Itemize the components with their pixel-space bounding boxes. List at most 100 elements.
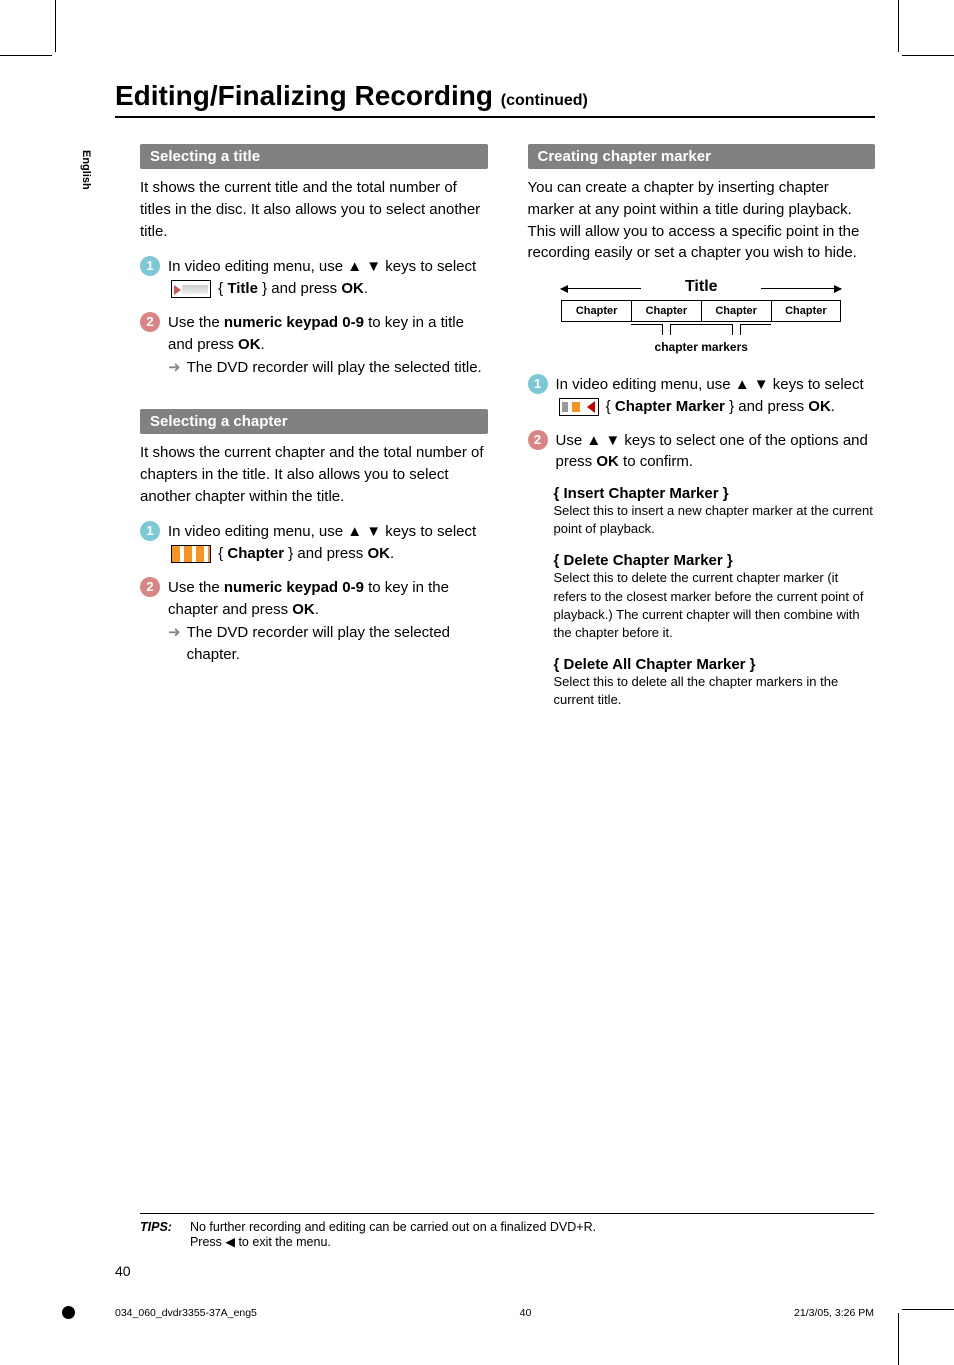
- section-bar-chapter: Selecting a chapter: [140, 409, 488, 434]
- option-title-text: { Insert Chapter Marker }: [554, 485, 729, 502]
- step-keyword: Title: [227, 280, 258, 297]
- diagram-cell: Chapter: [772, 301, 841, 321]
- marker-brace: [701, 324, 771, 338]
- step-body: In video editing menu, use ▲ ▼ keys to s…: [168, 256, 488, 300]
- option-delete-all: { Delete All Chapter Marker } Select thi…: [554, 656, 876, 709]
- step-text: .: [315, 601, 319, 618]
- option-title-text: { Delete All Chapter Marker }: [554, 656, 756, 673]
- crop-mark: [902, 55, 954, 56]
- step-body: In video editing menu, use ▲ ▼ keys to s…: [168, 521, 488, 565]
- step-number-icon: 1: [140, 256, 160, 276]
- step-keyword: Chapter: [227, 545, 284, 562]
- marker-brace: [631, 324, 701, 338]
- title-icon: [171, 280, 211, 298]
- option-title: { Delete All Chapter Marker }: [554, 656, 876, 673]
- option-desc: Select this to delete the current chapte…: [554, 569, 876, 642]
- section-intro: It shows the current title and the total…: [140, 177, 488, 242]
- crop-mark: [898, 1313, 899, 1365]
- right-column: Creating chapter marker You can create a…: [528, 144, 876, 724]
- step-text: In video editing menu, use ▲ ▼ keys to s…: [556, 376, 864, 393]
- result-line: ➜ The DVD recorder will play the selecte…: [168, 357, 488, 379]
- heading-continued: (continued): [501, 92, 588, 109]
- step-2: 2 Use the numeric keypad 0-9 to key in a…: [140, 312, 488, 379]
- arrow-icon: ➜: [168, 357, 181, 379]
- diagram-cell: Chapter: [632, 301, 702, 321]
- option-title-text: { Delete Chapter Marker }: [554, 552, 733, 569]
- step-text: to confirm.: [619, 453, 693, 470]
- heading-main: Editing/Finalizing Recording: [115, 80, 493, 111]
- step-text: .: [364, 280, 368, 297]
- step-keyword: OK: [808, 398, 831, 415]
- footer-meta: 034_060_dvdr3355-37A_eng5 40 21/3/05, 3:…: [115, 1307, 874, 1319]
- section-bar-title: Selecting a title: [140, 144, 488, 169]
- diagram-cell: Chapter: [562, 301, 632, 321]
- step-number-icon: 2: [140, 312, 160, 332]
- page-title: Editing/Finalizing Recording (continued): [115, 80, 875, 118]
- diagram-cell: Chapter: [702, 301, 772, 321]
- step-body: In video editing menu, use ▲ ▼ keys to s…: [556, 374, 876, 418]
- chapter-icon: [171, 545, 211, 563]
- arrow-right-icon: [761, 288, 841, 289]
- step-keyword: OK: [341, 280, 364, 297]
- diagram-title: Title: [561, 278, 841, 296]
- step-keyword: numeric keypad 0-9: [224, 579, 364, 596]
- footer-tips: TIPS: No further recording and editing c…: [140, 1213, 874, 1249]
- step-2: 2 Use ▲ ▼ keys to select one of the opti…: [528, 430, 876, 474]
- crop-mark: [55, 0, 56, 52]
- step-body: Use the numeric keypad 0-9 to key in the…: [168, 577, 488, 666]
- section-intro: It shows the current chapter and the tot…: [140, 442, 488, 507]
- step-text: {: [214, 545, 227, 562]
- step-text: In video editing menu, use ▲ ▼ keys to s…: [168, 258, 476, 275]
- tips-label: TIPS:: [140, 1220, 172, 1249]
- option-desc: Select this to delete all the chapter ma…: [554, 673, 876, 709]
- step-keyword: OK: [292, 601, 315, 618]
- step-1: 1 In video editing menu, use ▲ ▼ keys to…: [140, 521, 488, 565]
- step-text: .: [831, 398, 835, 415]
- tips-line: No further recording and editing can be …: [190, 1220, 596, 1234]
- step-keyword: OK: [238, 336, 261, 353]
- section-bar-marker: Creating chapter marker: [528, 144, 876, 169]
- step-keyword: OK: [367, 545, 390, 562]
- step-1: 1 In video editing menu, use ▲ ▼ keys to…: [528, 374, 876, 418]
- result-line: ➜ The DVD recorder will play the selecte…: [168, 622, 488, 666]
- crop-mark: [0, 55, 52, 56]
- step-text: } and press: [725, 398, 808, 415]
- step-keyword: OK: [596, 453, 619, 470]
- diagram-markers-label: chapter markers: [561, 340, 841, 354]
- chapter-diagram: Title Chapter Chapter Chapter Chapter ch…: [561, 278, 841, 354]
- step-text: } and press: [258, 280, 341, 297]
- page-number: 40: [115, 1263, 131, 1279]
- step-number-icon: 2: [528, 430, 548, 450]
- tips-line: Press ◀ to exit the menu.: [190, 1234, 596, 1249]
- registration-dot-icon: [62, 1306, 75, 1319]
- step-text: } and press: [284, 545, 367, 562]
- step-number-icon: 1: [528, 374, 548, 394]
- meta-time: 21/3/05, 3:26 PM: [794, 1307, 874, 1319]
- step-keyword: numeric keypad 0-9: [224, 314, 364, 331]
- content-columns: Selecting a title It shows the current t…: [140, 144, 875, 724]
- result-text: The DVD recorder will play the selected …: [187, 357, 482, 379]
- step-text: In video editing menu, use ▲ ▼ keys to s…: [168, 523, 476, 540]
- step-text: Use the: [168, 314, 224, 331]
- left-column: Selecting a title It shows the current t…: [140, 144, 488, 724]
- language-tab: English: [80, 150, 92, 190]
- step-1: 1 In video editing menu, use ▲ ▼ keys to…: [140, 256, 488, 300]
- option-title: { Insert Chapter Marker }: [554, 485, 876, 502]
- crop-mark: [898, 0, 899, 52]
- step-text: .: [261, 336, 265, 353]
- meta-page: 40: [520, 1307, 532, 1319]
- step-body: Use the numeric keypad 0-9 to key in a t…: [168, 312, 488, 379]
- meta-file: 034_060_dvdr3355-37A_eng5: [115, 1307, 257, 1319]
- section-intro: You can create a chapter by inserting ch…: [528, 177, 876, 264]
- step-text: {: [602, 398, 615, 415]
- option-desc: Select this to insert a new chapter mark…: [554, 502, 876, 538]
- tips-body: No further recording and editing can be …: [190, 1220, 596, 1249]
- option-title: { Delete Chapter Marker }: [554, 552, 876, 569]
- step-text: Use the: [168, 579, 224, 596]
- diagram-row: Chapter Chapter Chapter Chapter: [561, 300, 841, 322]
- diagram-title-text: Title: [685, 278, 718, 295]
- option-delete: { Delete Chapter Marker } Select this to…: [554, 552, 876, 642]
- step-body: Use ▲ ▼ keys to select one of the option…: [556, 430, 876, 474]
- step-text: {: [214, 280, 227, 297]
- page-content: Editing/Finalizing Recording (continued)…: [115, 80, 875, 724]
